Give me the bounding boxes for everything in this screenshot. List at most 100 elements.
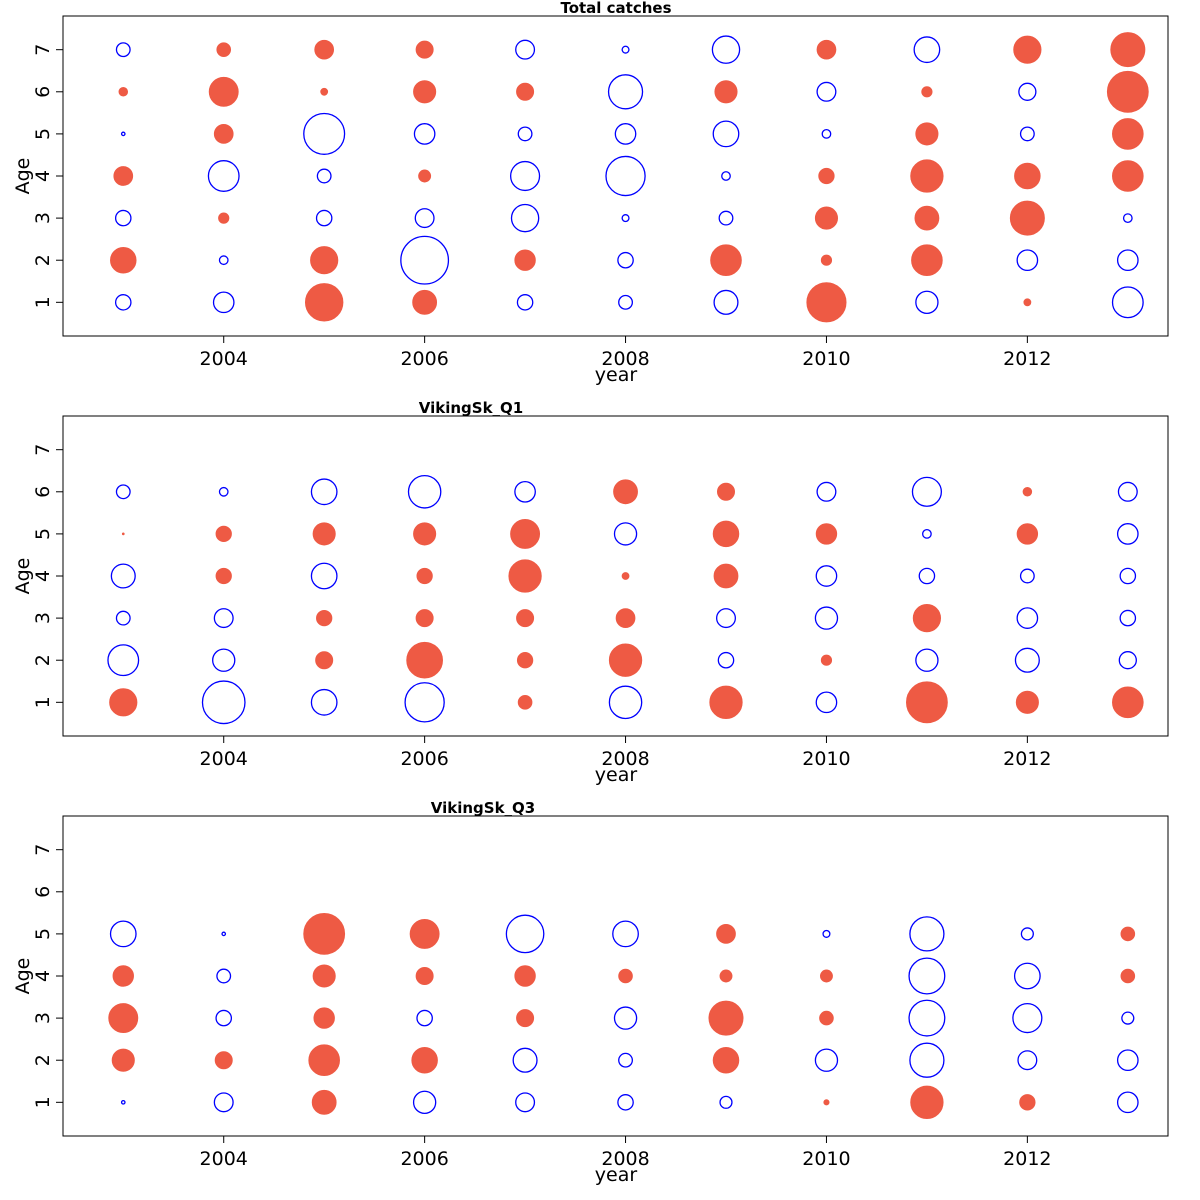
negative-residual-bubble (505, 914, 545, 954)
positive-residual-bubble (108, 1003, 139, 1034)
negative-residual-bubble (1014, 647, 1040, 673)
negative-residual-bubble (716, 608, 737, 629)
positive-residual-bubble (304, 283, 344, 322)
negative-residual-bubble (414, 208, 435, 229)
negative-residual-bubble (404, 682, 445, 723)
positive-residual-bubble (510, 518, 541, 549)
negative-residual-bubble (1116, 1091, 1139, 1114)
negative-residual-bubble (115, 484, 131, 500)
negative-residual-bubble (315, 209, 333, 227)
negative-residual-bubble (1019, 568, 1035, 584)
positive-residual-bubble (316, 609, 333, 627)
panel-title: Total catches (560, 0, 671, 17)
negative-residual-bubble (1117, 481, 1138, 502)
negative-residual-bubble (922, 528, 932, 539)
y-tick-label: 6 (32, 86, 54, 98)
negative-residual-bubble (1119, 567, 1137, 585)
positive-residual-bubble (719, 969, 733, 983)
positive-residual-bubble (303, 912, 346, 955)
y-tick-label: 3 (32, 212, 54, 224)
y-tick-label: 5 (32, 128, 54, 140)
positive-residual-bubble (508, 559, 542, 593)
negative-residual-bubble (1020, 927, 1034, 941)
positive-residual-bubble (214, 1051, 233, 1070)
positive-residual-bubble (717, 482, 735, 501)
positive-residual-bubble (111, 1048, 135, 1072)
positive-residual-bubble (415, 609, 434, 628)
positive-residual-bubble (820, 254, 833, 266)
y-tick-label: 7 (32, 844, 54, 856)
positive-residual-bubble (215, 567, 232, 585)
negative-residual-bubble (1118, 651, 1137, 670)
positive-residual-bubble (712, 520, 740, 548)
y-tick-label: 3 (32, 1012, 54, 1024)
negative-residual-bubble (310, 688, 338, 716)
x-tick-label: 2006 (400, 1148, 448, 1170)
negative-residual-bubble (115, 610, 131, 626)
positive-residual-bubble (415, 967, 434, 985)
positive-residual-bubble (1023, 298, 1032, 307)
positive-residual-bubble (1014, 162, 1041, 190)
negative-residual-bubble (416, 1009, 433, 1027)
positive-residual-bubble (311, 1089, 337, 1115)
negative-residual-bubble (913, 36, 941, 64)
x-tick-label: 2004 (200, 748, 248, 770)
negative-residual-bubble (1013, 962, 1041, 990)
negative-residual-bubble (201, 680, 246, 725)
negative-residual-bubble (1019, 126, 1035, 142)
y-tick-label: 2 (32, 254, 54, 266)
negative-residual-bubble (213, 608, 234, 629)
x-axis-label: year (595, 364, 638, 386)
positive-residual-bubble (216, 42, 232, 57)
negative-residual-bubble (918, 567, 936, 585)
positive-residual-bubble (915, 122, 939, 146)
negative-residual-bubble (120, 131, 126, 137)
x-tick-label: 2004 (200, 1148, 248, 1170)
x-tick-label: 2006 (400, 748, 448, 770)
negative-residual-bubble (613, 1006, 638, 1030)
positive-residual-bubble (112, 965, 134, 987)
positive-residual-bubble (516, 1009, 535, 1028)
negative-residual-bubble (822, 929, 831, 938)
positive-residual-bubble (1112, 686, 1144, 719)
negative-residual-bubble (1016, 607, 1039, 629)
negative-residual-bubble (617, 251, 634, 269)
negative-residual-bubble (712, 120, 740, 148)
positive-residual-bubble (411, 1046, 438, 1074)
negative-residual-bubble (110, 563, 136, 589)
positive-residual-bubble (823, 1099, 830, 1106)
positive-residual-bubble (121, 532, 125, 536)
negative-residual-bubble (608, 685, 643, 720)
positive-residual-bubble (1022, 487, 1033, 497)
negative-residual-bubble (1121, 1011, 1135, 1025)
positive-residual-bubble (1112, 160, 1144, 192)
positive-residual-bubble (412, 289, 438, 315)
negative-residual-bubble (915, 648, 939, 672)
positive-residual-bubble (113, 166, 134, 186)
positive-residual-bubble (608, 643, 643, 677)
x-tick-label: 2010 (802, 348, 850, 370)
plot-frame (62, 815, 1169, 1137)
negative-residual-bubble (114, 294, 132, 311)
positive-residual-bubble (815, 523, 838, 545)
negative-residual-bubble (1119, 609, 1137, 627)
positive-residual-bubble (818, 167, 835, 185)
positive-residual-bubble (714, 80, 738, 104)
negative-residual-bubble (915, 290, 939, 315)
negative-residual-bubble (618, 294, 633, 310)
y-tick-label: 1 (32, 1096, 54, 1108)
positive-residual-bubble (1009, 200, 1045, 236)
negative-residual-bubble (510, 203, 540, 233)
negative-residual-bubble (909, 1042, 945, 1078)
negative-residual-bubble (1116, 1049, 1139, 1072)
negative-residual-bubble (514, 480, 536, 503)
x-tick-label: 2010 (802, 1148, 850, 1170)
plot-frame (62, 15, 1169, 337)
negative-residual-bubble (216, 968, 232, 984)
negative-residual-bubble (1122, 213, 1133, 224)
positive-residual-bubble (921, 86, 933, 98)
positive-residual-bubble (514, 249, 536, 271)
x-tick-label: 2012 (1003, 1148, 1051, 1170)
positive-residual-bubble (1120, 968, 1136, 984)
